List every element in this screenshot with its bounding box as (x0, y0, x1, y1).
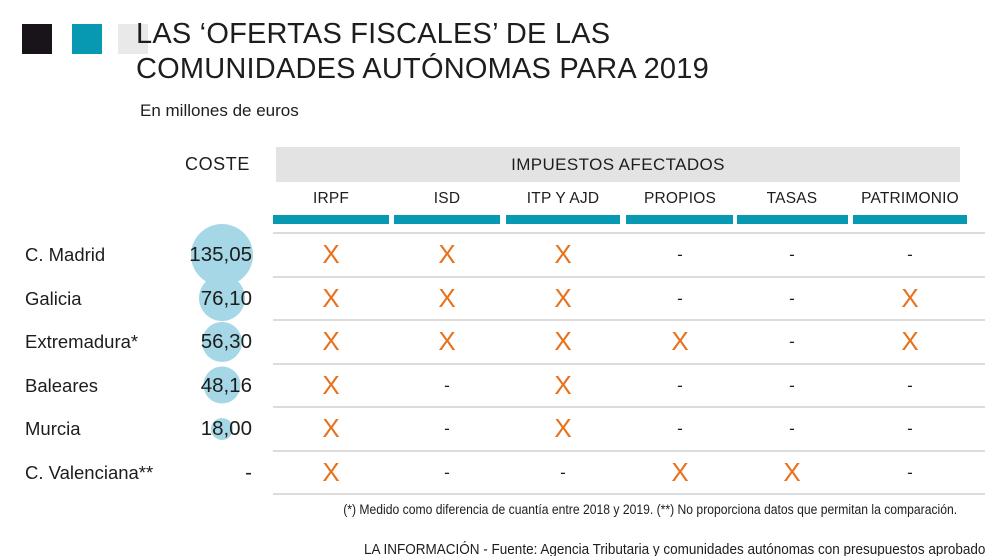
page-title: LAS ‘OFERTAS FISCALES’ DE LAS COMUNIDADE… (136, 17, 709, 87)
region-label: Galicia (25, 287, 82, 309)
coste-value: - (245, 460, 252, 484)
tax-mark: - (677, 375, 683, 395)
tax-mark: - (907, 375, 913, 395)
tax-mark: X (554, 282, 572, 313)
column-header-tasas: TASAS (766, 190, 818, 207)
column-underline-bar (626, 215, 733, 224)
tax-mark: X (322, 456, 340, 487)
tax-mark: - (907, 419, 913, 438)
tax-mark: X (901, 326, 919, 356)
tax-mark: - (560, 462, 566, 482)
tax-mark: - (677, 245, 683, 264)
coste-bubble (211, 417, 233, 440)
tax-mark: X (783, 456, 801, 487)
tax-mark: - (789, 375, 795, 395)
row-separator (273, 406, 985, 408)
coste-column-header: COSTE (184, 154, 250, 174)
tax-mark: X (322, 326, 340, 356)
tax-mark: X (901, 282, 919, 313)
tax-mark: - (444, 462, 450, 482)
tax-mark: - (789, 419, 795, 438)
tax-group-header: IMPUESTOS AFECTADOS (276, 147, 960, 182)
tax-mark: X (554, 413, 572, 443)
column-header-itp-ajd: ITP Y AJD (526, 190, 600, 207)
tax-mark: - (789, 332, 795, 351)
subtitle: En millones de euros (140, 101, 299, 120)
row-separator (273, 493, 985, 495)
tax-mark: X (322, 413, 340, 443)
column-header-propios: PROPIOS (643, 190, 717, 207)
region-label: Extremadura* (25, 331, 139, 352)
tax-mark: - (677, 419, 683, 438)
table-row: C. Madrid 135,05 X X X - - - (0, 223, 990, 286)
coste-bubble (199, 275, 245, 321)
region-label: Baleares (25, 374, 99, 396)
tax-mark: X (322, 282, 340, 313)
row-separator (273, 319, 985, 321)
row-separator (273, 449, 985, 452)
tax-mark: - (907, 245, 913, 264)
column-header-patrimonio: PATRIMONIO (861, 190, 959, 207)
region-label: Murcia (25, 418, 81, 439)
coste-value: 48,16 (200, 373, 252, 397)
tax-mark: X (322, 369, 340, 400)
coste-value: 18,00 (200, 417, 252, 440)
title-line-2: COMUNIDADES AUTÓNOMAS PARA 2019 (136, 53, 709, 85)
tax-mark: - (444, 375, 450, 395)
row-separator (273, 362, 985, 365)
coste-value: 135,05 (189, 243, 252, 266)
column-underline-bar (394, 215, 500, 224)
tax-mark: - (444, 419, 450, 438)
brand-square-teal-icon (72, 24, 102, 54)
tax-mark: X (438, 282, 456, 313)
tax-mark: X (671, 326, 689, 356)
tax-mark: X (554, 239, 572, 269)
tax-mark: X (671, 456, 689, 487)
region-label: C. Valenciana** (25, 461, 154, 483)
source-credit: LA INFORMACIÓN - Fuente: Agencia Tributa… (363, 541, 985, 556)
column-header-isd: ISD (433, 190, 461, 207)
table-row: Extremadura* 56,30 X X X X - X (0, 321, 990, 362)
row-separator (273, 275, 985, 278)
tax-mark: X (554, 326, 572, 356)
column-underline-bar (273, 215, 389, 224)
tax-mark: X (438, 239, 456, 269)
tax-mark: X (438, 326, 456, 356)
coste-value: 76,10 (200, 286, 252, 310)
column-underline-bar (853, 215, 967, 224)
coste-bubble (203, 366, 241, 404)
column-header-irpf: IRPF (312, 190, 350, 207)
title-line-1: LAS ‘OFERTAS FISCALES’ DE LAS (136, 18, 611, 50)
tax-mark: X (322, 239, 340, 269)
footnote: (*) Medido como diferencia de cuantía en… (343, 502, 957, 517)
brand-square-gray-icon (118, 24, 148, 54)
tax-mark: X (554, 369, 572, 400)
table-row: Galicia 76,10 X X X - - X (0, 275, 990, 321)
column-underline-bar (737, 215, 848, 224)
brand-square-black-icon (22, 24, 52, 54)
coste-value: 56,30 (200, 330, 252, 353)
coste-bubble (202, 321, 242, 362)
region-label: C. Madrid (25, 244, 106, 265)
table-row: Murcia 18,00 X - X - - - (0, 408, 990, 449)
tax-mark: - (789, 288, 795, 308)
table-row: Baleares 48,16 X - X - - - (0, 365, 990, 406)
tax-mark: - (677, 288, 683, 308)
tax-mark: - (907, 462, 913, 482)
table-row: C. Valenciana** - X - - X X - (0, 452, 990, 493)
column-underline-bar (506, 215, 620, 224)
row-separator (273, 232, 985, 234)
tax-mark: - (789, 245, 795, 264)
